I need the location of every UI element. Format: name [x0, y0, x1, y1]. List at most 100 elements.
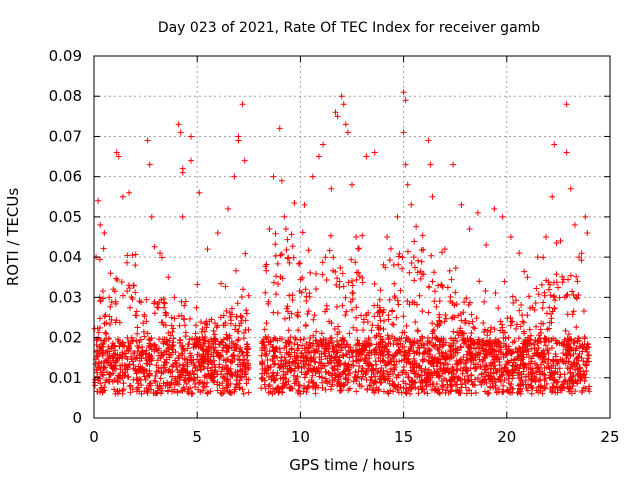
data-point [362, 343, 369, 350]
data-point [182, 333, 189, 340]
data-point [572, 388, 579, 395]
data-point [373, 341, 380, 348]
data-point [299, 229, 306, 236]
data-point [165, 274, 172, 281]
data-point [143, 347, 150, 354]
data-point [280, 360, 287, 367]
data-point [169, 343, 176, 350]
data-point [464, 378, 471, 385]
data-point [324, 355, 331, 362]
data-point [245, 326, 252, 333]
data-point [344, 379, 351, 386]
data-point [292, 334, 299, 341]
data-point [238, 294, 245, 301]
data-point [567, 352, 574, 359]
data-point [355, 245, 362, 252]
data-point [189, 335, 196, 342]
data-point [187, 350, 194, 357]
data-point [406, 381, 413, 388]
data-point [353, 377, 360, 384]
data-point [375, 354, 382, 361]
data-point [498, 365, 505, 372]
data-point [475, 375, 482, 382]
data-point [429, 328, 436, 335]
data-point [560, 350, 567, 357]
data-point [377, 287, 384, 294]
data-point [210, 335, 217, 342]
data-point [438, 378, 445, 385]
data-point [355, 245, 362, 252]
data-point [385, 316, 392, 323]
data-point [279, 389, 286, 396]
data-point [204, 246, 211, 253]
data-point [316, 359, 323, 366]
data-point [146, 161, 153, 168]
data-point [199, 345, 206, 352]
data-point [425, 378, 432, 385]
data-point [469, 318, 476, 325]
data-point [496, 358, 503, 365]
data-point [434, 360, 441, 367]
data-point [129, 386, 136, 393]
data-point [545, 278, 552, 285]
data-point [297, 336, 304, 343]
data-point [519, 356, 526, 363]
data-point [135, 363, 142, 370]
data-point [96, 324, 103, 331]
data-point [181, 316, 188, 323]
data-point [439, 249, 446, 256]
data-point [452, 265, 459, 272]
data-point [373, 361, 380, 368]
data-point [350, 324, 357, 331]
data-point [414, 327, 421, 334]
data-point [471, 365, 478, 372]
data-point [124, 288, 131, 295]
data-point [473, 315, 480, 322]
data-point [510, 363, 517, 370]
data-point [243, 376, 250, 383]
data-point [158, 254, 165, 261]
data-point [464, 335, 471, 342]
data-point [286, 359, 293, 366]
data-point [545, 356, 552, 363]
data-point [262, 367, 269, 374]
data-point [303, 293, 310, 300]
x-tick-label: 5 [192, 428, 202, 446]
data-point [179, 362, 186, 369]
data-point [353, 234, 360, 240]
data-point [342, 351, 349, 358]
data-point [575, 354, 582, 361]
data-point [520, 319, 527, 326]
data-point [376, 304, 383, 311]
data-point [333, 303, 340, 310]
data-point [461, 299, 468, 306]
data-point [565, 340, 572, 347]
data-point [412, 264, 419, 271]
data-point [481, 366, 488, 373]
data-point [242, 250, 249, 257]
data-point [448, 354, 455, 361]
data-point [305, 365, 312, 372]
data-point [181, 302, 188, 309]
data-point [226, 309, 233, 316]
data-point [318, 330, 325, 337]
data-point [535, 377, 542, 384]
data-point [329, 364, 336, 371]
data-point [336, 380, 343, 387]
data-point [458, 381, 465, 388]
data-point [326, 247, 333, 254]
data-point [575, 291, 582, 298]
data-point [207, 357, 214, 364]
data-point [502, 335, 509, 342]
data-point [203, 373, 210, 380]
data-point [342, 121, 349, 128]
data-point [547, 369, 554, 376]
data-point [404, 298, 411, 305]
data-point [122, 369, 129, 376]
data-point [497, 376, 504, 383]
data-point [244, 362, 251, 369]
data-point [349, 277, 356, 284]
data-point [235, 137, 242, 144]
data-point [396, 250, 403, 257]
data-point [208, 359, 215, 366]
